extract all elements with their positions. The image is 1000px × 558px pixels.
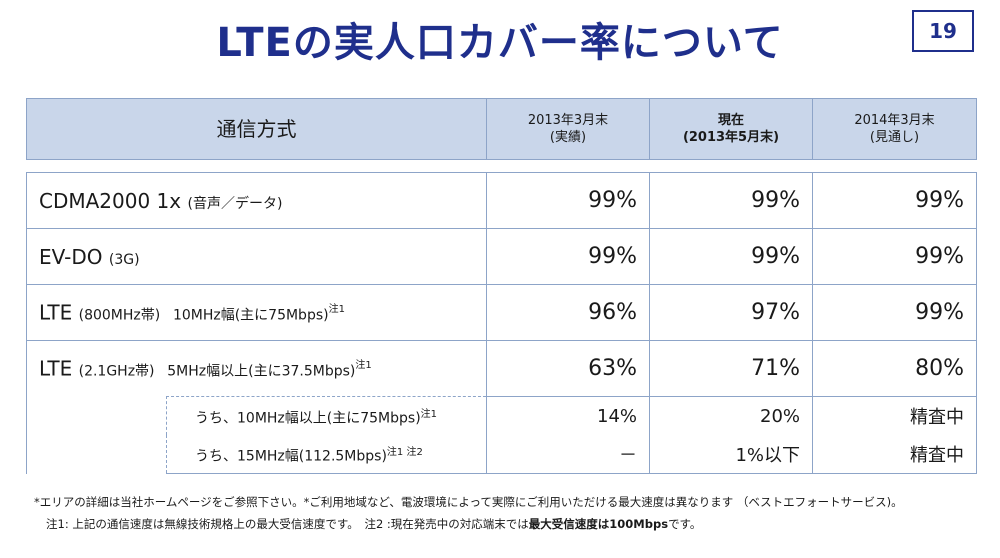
cell-value: 99%: [812, 228, 978, 285]
cell-value: 1%以下: [649, 435, 814, 474]
header-col-current: 現在 (2013年5月末): [649, 98, 813, 160]
footnote-2: 注1: 上記の通信速度は無線技術規格上の最大受信速度です。 注2 :現在発売中の…: [46, 517, 702, 531]
table-row: CDMA2000 1x (音声／データ) 99% 99% 99%: [25, 172, 978, 229]
coverage-table: CDMA2000 1x (音声／データ) 99% 99% 99% EV-DO (…: [25, 172, 978, 474]
table-subrow: うち、10MHz幅以上(主に75Mbps)注1 14% 20% 精査中: [26, 396, 978, 474]
row-label: LTE (800MHz帯) 10MHz幅(主に75Mbps)注1: [25, 284, 488, 341]
cell-value: 14%: [486, 396, 651, 435]
cell-value: 99%: [486, 172, 651, 229]
row-label: EV-DO (3G): [25, 228, 488, 285]
header-method: 通信方式: [26, 98, 487, 160]
subrow-label: うち、15MHz幅(112.5Mbps)注1 注2: [165, 435, 488, 474]
table-row: LTE (2.1GHz帯) 5MHz幅以上(主に37.5Mbps)注1 63% …: [25, 340, 978, 397]
cell-value: 99%: [812, 172, 978, 229]
page-title: LTEの実人口カバー率について: [216, 20, 784, 66]
cell-value: 71%: [649, 340, 814, 397]
cell-value: 精査中: [812, 396, 978, 435]
cell-value: 96%: [486, 284, 651, 341]
table-header: 通信方式 2013年3月末 (実績) 現在 (2013年5月末) 2014年3月末(…: [26, 98, 977, 160]
cell-value: －: [486, 435, 651, 474]
indent-cell: [26, 396, 167, 474]
cell-value: 97%: [649, 284, 814, 341]
footnote-1: *エリアの詳細は当社ホームページをご参照下さい。*ご利用地域など、電波環境によっ…: [34, 495, 903, 509]
subrow-label: うち、10MHz幅以上(主に75Mbps)注1: [165, 396, 488, 435]
cell-value: 99%: [812, 284, 978, 341]
header-col-2014-03: 2014年3月末 (見通し): [812, 98, 977, 160]
table-subrow: うち、15MHz幅(112.5Mbps)注1 注2 － 1%以下 精査中: [27, 435, 978, 474]
table-row: EV-DO (3G) 99% 99% 99%: [25, 228, 978, 285]
cell-value: 99%: [649, 228, 814, 285]
cell-value: 99%: [649, 172, 814, 229]
cell-value: 80%: [812, 340, 978, 397]
page-number: 19: [912, 10, 974, 52]
cell-value: 20%: [649, 396, 814, 435]
cell-value: 精査中: [812, 435, 978, 474]
table-row: LTE (800MHz帯) 10MHz幅(主に75Mbps)注1 96% 97%…: [25, 284, 978, 341]
cell-value: 99%: [486, 228, 651, 285]
row-label: CDMA2000 1x (音声／データ): [25, 172, 488, 229]
header-col-2013-03: 2013年3月末 (実績): [486, 98, 650, 160]
cell-value: 63%: [486, 340, 651, 397]
row-label: LTE (2.1GHz帯) 5MHz幅以上(主に37.5Mbps)注1: [25, 340, 488, 397]
